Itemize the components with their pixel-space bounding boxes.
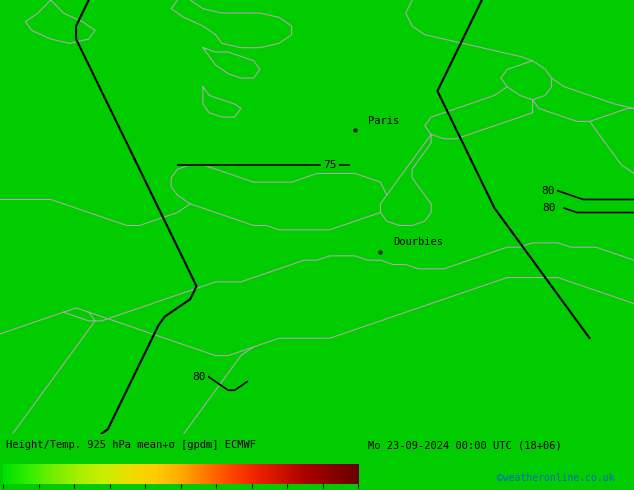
Text: Mo 23-09-2024 00:00 UTC (18+06): Mo 23-09-2024 00:00 UTC (18+06): [368, 441, 562, 450]
Text: Paris: Paris: [368, 116, 399, 126]
Text: ©weatheronline.co.uk: ©weatheronline.co.uk: [498, 473, 615, 483]
Text: 80: 80: [193, 372, 206, 382]
Text: 80: 80: [541, 186, 555, 196]
Text: 75: 75: [323, 160, 337, 170]
Text: Height/Temp. 925 hPa mean+σ [gpdm] ECMWF: Height/Temp. 925 hPa mean+σ [gpdm] ECMWF: [6, 441, 256, 450]
Text: 80: 80: [542, 203, 555, 213]
Text: Dourbies: Dourbies: [393, 237, 443, 247]
